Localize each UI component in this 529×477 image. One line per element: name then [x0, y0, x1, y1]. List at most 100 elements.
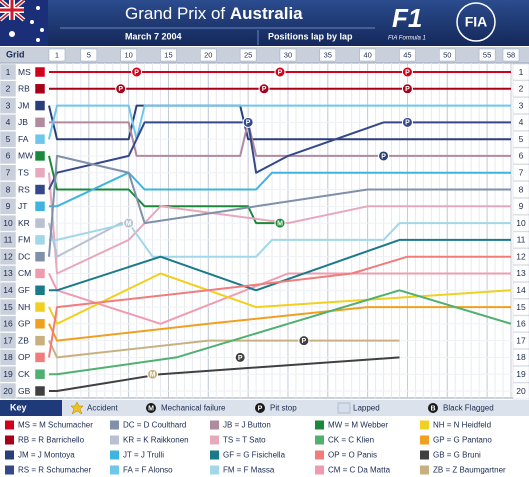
legend-lapped-box [337, 402, 351, 414]
key-label: GB = G Bruni [433, 451, 481, 460]
y-tick-box-right [512, 130, 529, 148]
grid-swatch [34, 133, 46, 145]
event-marker [274, 66, 286, 78]
grid-driver-code: FM [18, 235, 30, 245]
y-tick-box-right [512, 365, 529, 383]
event-marker [258, 83, 270, 95]
key-label: MW = M Webber [328, 421, 388, 430]
y-tick-box [0, 130, 17, 148]
grid-swatch [34, 385, 46, 397]
x-tick-label: 58 [507, 50, 515, 59]
key-swatch [315, 420, 324, 430]
event-marker [147, 368, 159, 380]
event-marker [234, 351, 246, 363]
y-tick-box [0, 315, 17, 333]
y-tick-label: 9 [6, 201, 11, 211]
key-swatch [420, 465, 429, 475]
key-swatch [110, 420, 119, 430]
y-tick-box [0, 198, 17, 215]
y-tick-box-right [512, 80, 529, 98]
grid-swatch [34, 268, 46, 279]
labels: 1 5 10 15 20 25 30 35 40 45 50 55 581 12 23 34 45 56 67 78 8… [0, 48, 529, 400]
grid-driver-code: MW [18, 151, 33, 161]
grid-driver-code: GF [18, 285, 30, 295]
y-tick-label: 11 [4, 235, 13, 245]
x-tick-label: 1 [55, 50, 59, 59]
y-tick-label: 16 [3, 319, 13, 329]
y-tick-box-right [512, 97, 529, 114]
x-tick-label: 20 [204, 50, 212, 59]
x-axis-label: Grid [6, 49, 25, 59]
legend-symbol [146, 403, 156, 413]
y-tick-box [0, 298, 17, 316]
y-tick-label: 13 [3, 268, 13, 278]
grid-swatch [34, 100, 46, 111]
f1-mark: F1 [392, 3, 422, 33]
y-tick-box [0, 63, 17, 81]
grid-driver-code: RB [18, 84, 30, 94]
chart-subtitle: Positions lap by lap [268, 31, 353, 41]
lap-lines [56, 63, 512, 398]
y-tick-box-right [512, 214, 529, 232]
x-tick-box [239, 48, 257, 62]
y-tick-box-right [512, 248, 529, 265]
f1-logo: F1 FIA Formula 1 [388, 3, 426, 42]
y-tick-label: 14 [3, 285, 13, 295]
y-tick-label: 15 [3, 302, 13, 312]
y-tick-label: 19 [3, 369, 13, 379]
event-label: M [150, 372, 156, 379]
event-label: P [381, 153, 386, 160]
key-swatch [315, 465, 324, 475]
grid-swatch [34, 117, 46, 128]
event-label: P [118, 86, 123, 93]
key-label: RS = R Schumacher [18, 466, 91, 475]
key-label: TS = T Sato [223, 436, 266, 445]
key-title: Key [10, 402, 27, 412]
x-tick-box [439, 48, 456, 62]
f1-logo-text: FIA Formula 1 [388, 36, 426, 42]
driver-trace [48, 306, 511, 342]
legend-symbol-label: P [258, 405, 263, 412]
y-tick-label: 12 [3, 251, 13, 261]
grid-driver-code: ZB [18, 335, 29, 345]
event-label: P [405, 69, 410, 76]
y-tick-box-right [512, 198, 529, 215]
title-country: Australia [230, 4, 303, 23]
grid-driver-code: TS [18, 167, 29, 177]
y-tick-label-right: 7 [519, 167, 524, 177]
event-marker [131, 66, 143, 78]
event-marker [123, 217, 135, 229]
y-tick-box [0, 382, 17, 400]
legend-label: Accident [87, 404, 118, 413]
x-tick-box [319, 48, 337, 62]
y-tick-box-right [512, 147, 529, 165]
key-swatch [315, 450, 324, 460]
key-swatch [110, 450, 119, 460]
legend: Accident M Mechanical failure P Pit stop Lapp… [70, 401, 494, 415]
grid-swatch [34, 368, 46, 380]
grid-driver-code: JB [18, 117, 28, 127]
key-swatch [5, 465, 14, 475]
grid-driver-code: RS [18, 184, 30, 194]
key-title-bg [0, 400, 62, 416]
driver-trace [49, 222, 511, 258]
y-tick-box [0, 80, 17, 98]
x-tick-label: 40 [363, 50, 371, 59]
legend-symbol [428, 403, 438, 413]
key-swatch [5, 420, 14, 430]
event-marker [242, 116, 254, 128]
y-tick-label-right: 1 [519, 67, 524, 77]
y-tick-label: 4 [6, 117, 11, 127]
chart-title: Grand Prix of Australia [125, 4, 303, 23]
y-tick-box [0, 265, 17, 282]
key-label: RB = R Barrichello [18, 436, 85, 445]
y-tick-label-right: 17 [516, 335, 526, 345]
event-marker [378, 150, 390, 162]
y-tick-label: 1 [6, 67, 11, 77]
grid-swatch [34, 217, 46, 229]
x-tick-box [502, 48, 520, 62]
legend-symbol-label: M [148, 405, 154, 412]
driver-trace [48, 255, 511, 358]
x-tick-box [200, 48, 217, 62]
